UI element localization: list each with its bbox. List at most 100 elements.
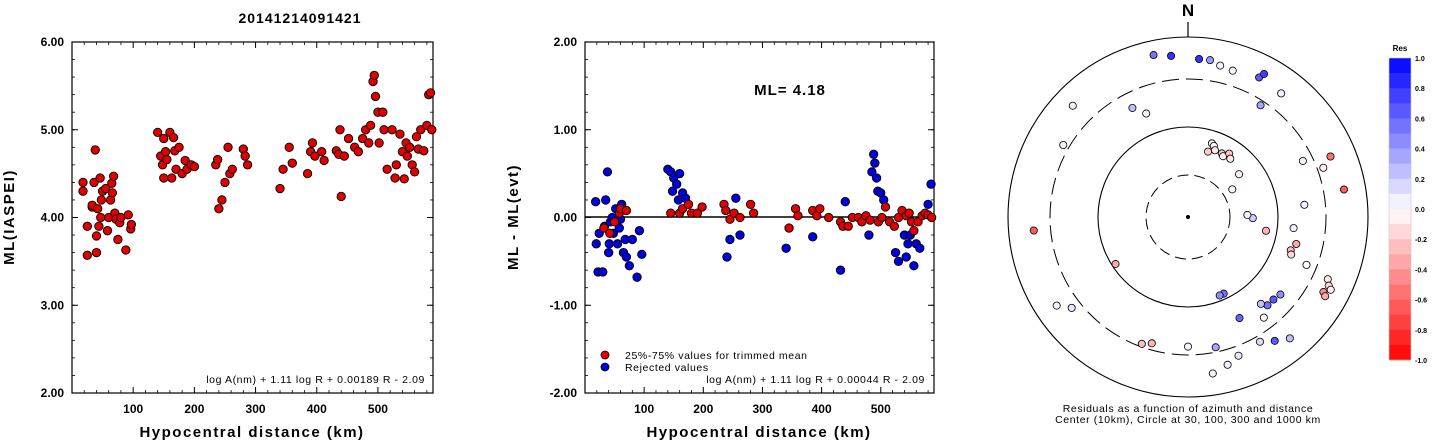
p1-point <box>78 186 88 196</box>
p2-point <box>666 208 676 218</box>
p2-point <box>890 247 901 258</box>
p1-point <box>189 161 200 172</box>
azimuth-point <box>1276 290 1285 299</box>
p1-point <box>374 138 384 148</box>
p1-point <box>159 133 169 144</box>
p2-point <box>605 228 615 238</box>
p1-point <box>174 142 184 152</box>
p1-ylabel: ML(IASPEI) <box>1 169 18 265</box>
azimuth-point <box>1228 66 1237 75</box>
azimuth-point <box>1195 54 1204 63</box>
colorbar-tick-label: 0.2 <box>1415 177 1425 184</box>
p1-point <box>284 142 294 152</box>
p1-point <box>379 125 389 135</box>
colorbar-cell <box>1389 344 1411 361</box>
azimuth-point <box>1206 56 1215 65</box>
p2-point <box>692 208 703 218</box>
azimuth-point <box>1059 140 1068 149</box>
p2-ytick-label: 2.00 <box>554 35 578 49</box>
colorbar-cell <box>1389 178 1411 195</box>
azimuth-point <box>1270 336 1279 345</box>
p2-point <box>624 261 635 271</box>
azimuth-residual-plot: N Residuals as a function of azimuth and… <box>1007 1 1369 426</box>
p2-point <box>869 149 879 159</box>
p2-point <box>840 197 850 207</box>
colorbar-tick-label: -0.8 <box>1415 328 1427 335</box>
p1-point <box>159 173 169 183</box>
legend-rejected-marker <box>600 362 610 372</box>
azimuth-point <box>1216 61 1225 70</box>
azimuth-point <box>1111 260 1120 269</box>
p1-point <box>336 191 346 202</box>
p1-point <box>96 195 107 205</box>
p2-xtick-label: 100 <box>634 402 654 416</box>
azimuth-point <box>1263 301 1272 310</box>
p1-point <box>220 177 230 188</box>
azimuth-point <box>1243 210 1252 219</box>
p1-point <box>223 142 233 152</box>
p1-point <box>405 142 415 152</box>
p1-point <box>365 120 376 131</box>
azimuth-point <box>1277 89 1286 98</box>
p1-point <box>94 221 104 231</box>
p2-point <box>889 221 900 231</box>
colorbar-ticks: 1.0 0.8 0.6 0.4 0.2 0.0 -0.2 -0.4 -0.6 -0.8 -1.0 <box>1415 56 1427 365</box>
azimuth-point <box>1302 260 1311 269</box>
azimuth-point <box>1184 342 1193 351</box>
residual-vs-distance-chart: 100 200 300 400 500 -2.00 -1.00 0.00 1.00 2.00 Hy… <box>505 35 937 441</box>
p2-point <box>843 221 853 231</box>
p2-ticks: 100 200 300 400 500 -2.00 -1.00 0.00 1.00 2.00 <box>550 35 934 416</box>
p1-point <box>316 147 327 157</box>
p2-point <box>926 212 937 223</box>
p2-point <box>731 193 741 203</box>
colorbar-cell <box>1389 118 1411 134</box>
p1-point <box>91 247 102 258</box>
colorbar-cell <box>1389 269 1411 285</box>
p2-point <box>893 256 904 267</box>
colorbar-tick-label: -0.2 <box>1415 237 1427 244</box>
azimuth-point <box>1285 334 1294 343</box>
p2-point <box>591 239 601 249</box>
colorbar-cell <box>1389 209 1411 225</box>
colorbar-cell <box>1389 239 1411 255</box>
colorbar-tick-label: 0.6 <box>1415 116 1425 123</box>
colorbar-tick-label: -0.4 <box>1415 267 1427 274</box>
ring-300km <box>1049 78 1327 356</box>
p1-xtick-label: 400 <box>307 402 327 416</box>
p2-point <box>815 204 825 214</box>
azimuth-point <box>1226 154 1235 163</box>
p1-point <box>278 164 288 174</box>
azimuth-point <box>1052 301 1061 310</box>
azimuth-point <box>1234 351 1243 360</box>
colorbar-cell <box>1389 88 1411 104</box>
p2-point <box>627 234 637 245</box>
p2-xtick-label: 500 <box>871 402 891 416</box>
p1-xtick-label: 500 <box>368 402 388 416</box>
colorbar-tick-label: 0.0 <box>1415 207 1425 214</box>
p2-point <box>835 265 846 275</box>
p1-point <box>402 151 412 161</box>
azimuth-point <box>1215 291 1224 300</box>
ml-vs-distance-chart: 100 200 300 400 500 2.00 3.00 4.00 5.00 6.00 Hypo… <box>1 35 437 441</box>
colorbar-cell <box>1389 193 1411 210</box>
azimuth-point <box>1203 147 1212 156</box>
ml-label: ML= 4.18 <box>754 82 826 99</box>
azimuth-point <box>1210 146 1219 155</box>
colorbar-cells <box>1388 57 1412 361</box>
p1-point <box>242 160 253 170</box>
p1-xtick-label: 300 <box>246 402 266 416</box>
p1-point <box>287 158 297 168</box>
colorbar-cell <box>1389 284 1411 300</box>
p1-ytick-label: 3.00 <box>41 298 65 312</box>
p1-point <box>91 231 102 241</box>
p1-point <box>369 70 379 80</box>
colorbar-cell <box>1389 103 1411 119</box>
azimuth-point <box>1235 170 1244 179</box>
legend-accepted-marker <box>600 350 610 360</box>
azimuth-caption-line2: Center (10km), Circle at 30, 100, 300 an… <box>1055 414 1321 426</box>
p2-point <box>880 202 891 212</box>
epicenter-marker <box>1186 215 1190 219</box>
azimuth-point <box>1289 224 1298 233</box>
azimuth-point <box>1128 103 1137 112</box>
